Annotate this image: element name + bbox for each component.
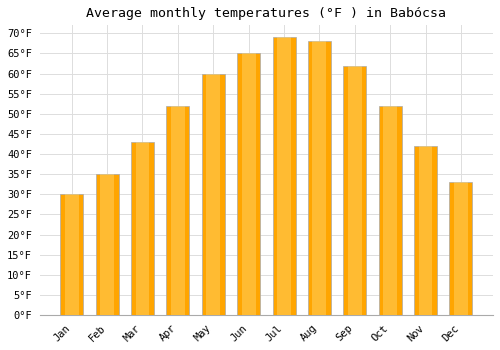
Bar — [96, 174, 118, 315]
Bar — [131, 142, 154, 315]
Bar — [384, 106, 397, 315]
Bar — [418, 146, 432, 315]
Bar — [60, 194, 83, 315]
Bar — [272, 37, 295, 315]
Bar — [100, 174, 114, 315]
Bar — [136, 142, 149, 315]
Bar — [65, 194, 78, 315]
Bar — [308, 41, 331, 315]
Bar — [202, 74, 224, 315]
Bar — [171, 106, 185, 315]
Bar — [344, 65, 366, 315]
Bar — [166, 106, 190, 315]
Bar — [277, 37, 291, 315]
Bar — [242, 54, 256, 315]
Title: Average monthly temperatures (°F ) in Babócsa: Average monthly temperatures (°F ) in Ba… — [86, 7, 446, 20]
Bar — [414, 146, 437, 315]
Bar — [312, 41, 326, 315]
Bar — [454, 182, 468, 315]
Bar — [206, 74, 220, 315]
Bar — [450, 182, 472, 315]
Bar — [237, 54, 260, 315]
Bar — [348, 65, 362, 315]
Bar — [378, 106, 402, 315]
